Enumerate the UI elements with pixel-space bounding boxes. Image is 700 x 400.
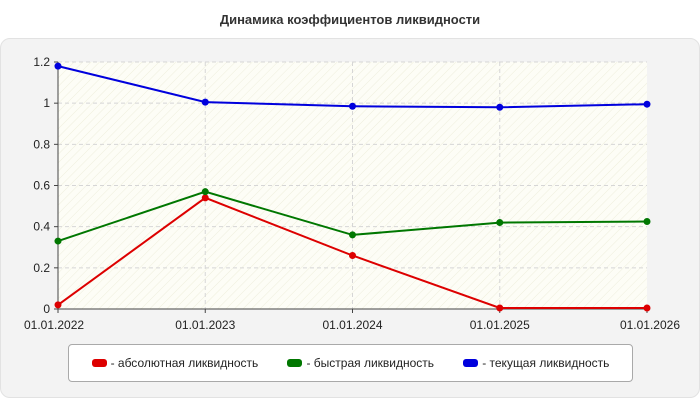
data-point bbox=[643, 218, 651, 226]
x-tick-label: 01.01.2025 bbox=[470, 318, 530, 332]
data-point bbox=[643, 100, 651, 108]
legend-label-quick: - быстрая ликвидность bbox=[306, 356, 435, 370]
legend-item-current: - текущая ликвидность bbox=[463, 356, 609, 370]
x-tick-label: 01.01.2023 bbox=[175, 318, 235, 332]
y-tick-label: 1.2 bbox=[33, 55, 50, 69]
data-point bbox=[349, 251, 356, 259]
y-tick-label: 0.4 bbox=[33, 220, 50, 234]
x-tick-label: 01.01.2026 bbox=[620, 318, 680, 332]
series-layer bbox=[54, 62, 651, 312]
data-point bbox=[201, 98, 209, 106]
data-point bbox=[54, 301, 62, 309]
legend-swatch-absolute bbox=[91, 359, 107, 367]
data-point bbox=[349, 102, 356, 110]
y-tick-label: 1 bbox=[43, 96, 50, 110]
data-point bbox=[496, 219, 504, 227]
data-point bbox=[54, 62, 62, 70]
y-tick-label: 0.2 bbox=[33, 261, 50, 275]
y-tick-label: 0.6 bbox=[33, 179, 50, 193]
chart-title: Динамика коэффициентов ликвидности bbox=[219, 12, 481, 27]
data-point bbox=[349, 231, 356, 239]
y-tick-label: 0 bbox=[43, 302, 50, 316]
data-point bbox=[496, 103, 504, 111]
y-tick-label: 0.8 bbox=[33, 137, 50, 151]
legend-label-absolute: - абсолютная ликвидность bbox=[110, 356, 259, 370]
data-point bbox=[201, 188, 209, 196]
legend-item-absolute: - абсолютная ликвидность bbox=[91, 356, 259, 370]
x-tick-label: 01.01.2022 bbox=[24, 318, 84, 332]
legend-item-quick: - быстрая ликвидность bbox=[287, 356, 434, 370]
legend-label-current: - текущая ликвидность bbox=[482, 356, 610, 370]
legend: - абсолютная ликвидность - быстрая ликви… bbox=[68, 344, 633, 382]
data-point bbox=[643, 304, 651, 312]
legend-swatch-current bbox=[463, 359, 479, 367]
legend-swatch-quick bbox=[287, 359, 303, 367]
data-point bbox=[201, 194, 209, 202]
x-tick-label: 01.01.2024 bbox=[322, 318, 382, 332]
data-point bbox=[496, 304, 504, 312]
data-point bbox=[54, 237, 62, 245]
tick-labels: 0 0.2 0.4 0.6 0.8 1 1.2 01.01.2022 01.01.2023 01.… bbox=[24, 55, 680, 332]
